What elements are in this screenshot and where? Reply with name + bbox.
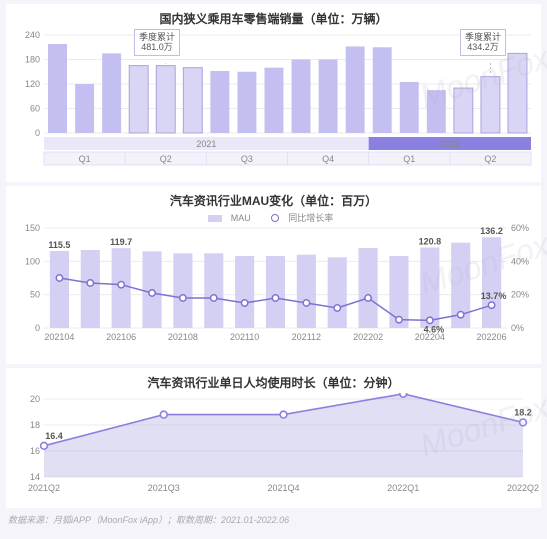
svg-text:2022Q1: 2022Q1 (387, 483, 419, 493)
svg-text:202202: 202202 (353, 332, 383, 342)
legend-line-marker (271, 214, 279, 222)
svg-text:136.2: 136.2 (480, 226, 503, 236)
svg-text:20: 20 (30, 394, 40, 404)
svg-text:60: 60 (30, 104, 40, 114)
sales-chart-panel: 国内狭义乘用车零售端销量（单位：万辆） 季度累计 481.0万 季度累计 434… (6, 4, 541, 182)
svg-text:120.8: 120.8 (419, 236, 442, 246)
callout-q2-2021: 季度累计 481.0万 (134, 29, 180, 56)
svg-text:2022Q2: 2022Q2 (507, 483, 539, 493)
mau-chart-title: 汽车资讯行业MAU变化（单位：百万） (6, 186, 541, 211)
svg-text:2021Q4: 2021Q4 (267, 483, 299, 493)
svg-text:180: 180 (25, 55, 40, 65)
svg-text:18.2: 18.2 (514, 407, 532, 417)
svg-text:100: 100 (25, 256, 40, 266)
svg-text:2021Q2: 2021Q2 (28, 483, 60, 493)
legend-bar-swatch (208, 215, 222, 222)
svg-text:202112: 202112 (292, 332, 321, 342)
svg-text:150: 150 (25, 224, 40, 233)
svg-text:13.7%: 13.7% (481, 291, 507, 301)
svg-text:202110: 202110 (230, 332, 259, 342)
duration-chart-svg: 14 16 18 20 16.4 18.2 2021Q2 2021Q3 2021Q4 2022Q1… (6, 393, 541, 505)
mau-legend: MAU 同比增长率 (6, 211, 541, 224)
svg-text:0%: 0% (511, 323, 524, 333)
svg-text:Q2: Q2 (484, 154, 496, 164)
svg-text:0: 0 (35, 128, 40, 138)
svg-text:Q4: Q4 (322, 154, 334, 164)
mau-chart-panel: 汽车资讯行业MAU变化（单位：百万） MAU 同比增长率 MoonFox 050… (6, 186, 541, 364)
duration-chart-title: 汽车资讯行业单日人均使用时长（单位：分钟） (6, 368, 541, 393)
svg-text:115.5: 115.5 (48, 240, 70, 250)
svg-text:50: 50 (30, 290, 40, 300)
duration-chart-panel: 汽车资讯行业单日人均使用时长（单位：分钟） MoonFox 1416182016… (6, 368, 541, 508)
svg-text:40%: 40% (511, 256, 529, 266)
svg-text:202108: 202108 (168, 332, 198, 342)
svg-text:202206: 202206 (477, 332, 507, 342)
source-text: 数据来源：月狐iAPP（MoonFox iApp）；取数周期：2021.01-2… (0, 512, 547, 526)
svg-text:14: 14 (30, 472, 40, 482)
svg-text:18: 18 (30, 420, 40, 430)
svg-text:Q2: Q2 (160, 154, 172, 164)
svg-text:2022: 2022 (440, 139, 460, 149)
svg-text:16: 16 (30, 446, 40, 456)
svg-text:20%: 20% (511, 290, 529, 300)
svg-text:16.4: 16.4 (45, 431, 63, 441)
svg-text:Q1: Q1 (403, 154, 415, 164)
svg-text:120: 120 (25, 79, 40, 89)
svg-text:119.7: 119.7 (110, 237, 132, 247)
mau-chart-svg: 0 50 100 150 0% 20% 40% 60% 115.5 119.7 120.8 136.2… (6, 224, 541, 356)
svg-text:202204: 202204 (415, 332, 445, 342)
svg-text:240: 240 (25, 30, 40, 40)
svg-text:202104: 202104 (44, 332, 74, 342)
svg-text:0: 0 (35, 323, 40, 333)
sales-chart-title: 国内狭义乘用车零售端销量（单位：万辆） (6, 4, 541, 29)
svg-text:2021: 2021 (196, 139, 216, 149)
svg-text:Q1: Q1 (79, 154, 91, 164)
callout-q2-2022: 季度累计 434.2万 (460, 29, 506, 56)
svg-text:Q3: Q3 (241, 154, 253, 164)
svg-text:2021Q3: 2021Q3 (148, 483, 180, 493)
svg-text:202106: 202106 (106, 332, 136, 342)
svg-text:60%: 60% (511, 224, 529, 233)
